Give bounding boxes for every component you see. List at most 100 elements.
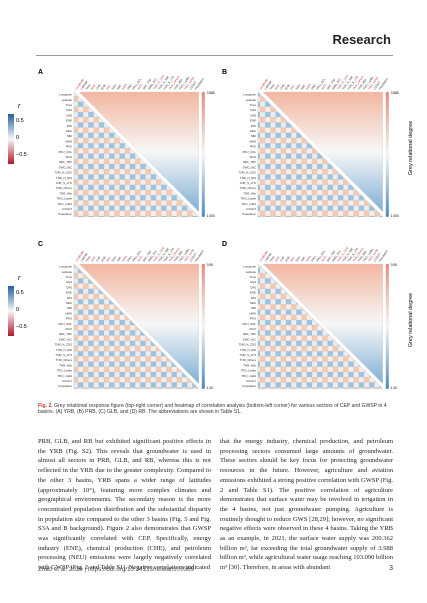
row-label: TNR_N_CDS [239,171,256,175]
row-label: Longitude [243,93,256,97]
row-label: RCO [250,155,257,159]
column-label: Latitude [263,252,272,263]
row-label: RCO [66,155,73,159]
row-label: TNR_N_NW [240,348,256,352]
column-label: NEU [111,255,118,262]
column-label: REF_TRF [142,249,153,262]
row-label: CO2GT [62,207,72,211]
column-label: Population [194,77,205,91]
row-label: AGS [250,108,256,112]
column-label: NEU [295,255,302,262]
column-label: RCO [321,82,328,90]
row-label: SWD_INC [59,165,72,169]
column-label: RCO [137,254,144,262]
row-label: PRU_SOL [243,150,257,154]
row-label: PRO [250,145,257,149]
row-label: ENE [66,119,72,123]
column-label: IRO [289,255,296,262]
column-label: SWD_INC [331,77,342,90]
column-label: PRU_SOL [131,77,142,91]
row-label: ENE [250,119,256,123]
column-label: PRO [310,255,317,263]
row-label: TRO_Leaks [57,197,73,201]
row-label: IRO [251,124,257,128]
row-label: Time [66,275,73,279]
row-label: SWD_INC [243,165,256,169]
grey-scale-bottom: 1.00 [391,386,397,390]
column-label: ENE [284,255,291,262]
column-label: TRO_noRd [183,76,195,91]
column-label: Latitude [79,80,88,91]
row-label: Population [58,384,72,388]
column-label: NMI [300,84,306,91]
heatmap-upper [78,91,199,212]
grey-scale-top: 0.90 [391,263,397,267]
row-label: TRO_Leaks [241,369,257,373]
column-label: Time [85,83,92,91]
row-label: ENE [250,291,256,295]
column-label: Latitude [263,80,272,91]
row-label: NEU [66,129,72,133]
column-label: NMN [121,255,128,263]
grey-scale-bar [385,92,389,217]
row-label: PRU_SOL [243,322,257,326]
column-label: NEU [111,83,118,90]
column-label: CO2GT [373,80,382,91]
figure-caption: Fig. 2. Grey relational response figure … [38,403,393,416]
column-label: PRU_SOL [131,249,142,263]
column-label: ENE [100,255,107,262]
row-label: Time [66,103,73,107]
grey-scale-bottom: 1.00 [207,386,213,390]
column-label: CHE [279,255,286,262]
row-label: TNR_N_NW [56,176,72,180]
row-label: TNR_Wtb [59,191,72,195]
column-label: RCO [137,82,144,90]
row-label: REF_TRF [243,332,256,336]
row-label: NMN [249,311,256,315]
row-label: IRO [67,124,73,128]
column-label: IRO [105,83,112,90]
row-label: TRO_noRd [241,202,256,206]
row-label: REF_TRF [59,332,72,336]
row-label: Time [250,103,257,107]
row-label: AGS [66,108,72,112]
grey-scale-bottom: 1.000 [391,214,399,218]
heatmap-upper [262,91,383,212]
caption-label: Fig. 2. [38,403,53,409]
column-label: ENE [100,83,107,90]
column-label: NEU [295,83,302,90]
r-color-bar [8,286,14,336]
row-label: Longitude [243,265,256,269]
row-label: CO2GT [62,379,72,383]
column-label: Longitude [74,250,85,263]
column-label: PRO [310,83,317,91]
row-label: TNR_S_LTO [240,181,257,185]
r-tick-label: 0.5 [16,290,24,296]
panel-label: C [38,241,43,248]
row-label: NEU [250,301,256,305]
column-label: CHE [95,255,102,262]
row-label: TNR_Others [240,358,257,362]
column-label: NMI [300,256,306,263]
column-label: CHE [279,83,286,90]
row-label: Population [58,212,72,216]
column-label: Latitude [79,252,88,263]
column-label: SWD_INC [331,249,342,262]
row-label: Population [242,384,256,388]
heatmap-upper [262,263,383,384]
row-label: REF_TRF [59,160,72,164]
body-left: PRB, GLB, and RB but exhibited significa… [38,438,211,572]
column-label: Time [85,255,92,263]
footer-citation: Zhao et al. 2024 | https://doi.org/10.34… [38,566,195,573]
column-label: NMN [305,83,312,91]
r-tick-label: −0.5 [16,152,27,158]
row-label: NMI [251,306,256,310]
column-label: CO2GT [189,80,198,91]
row-label: Latitude [62,98,73,102]
column-label: PRO [126,255,133,263]
row-label: TNR_Wtb [59,363,72,367]
row-label: NMN [249,139,256,143]
row-label: TRO_noRd [241,374,256,378]
row-label: TRO_noRd [57,374,72,378]
